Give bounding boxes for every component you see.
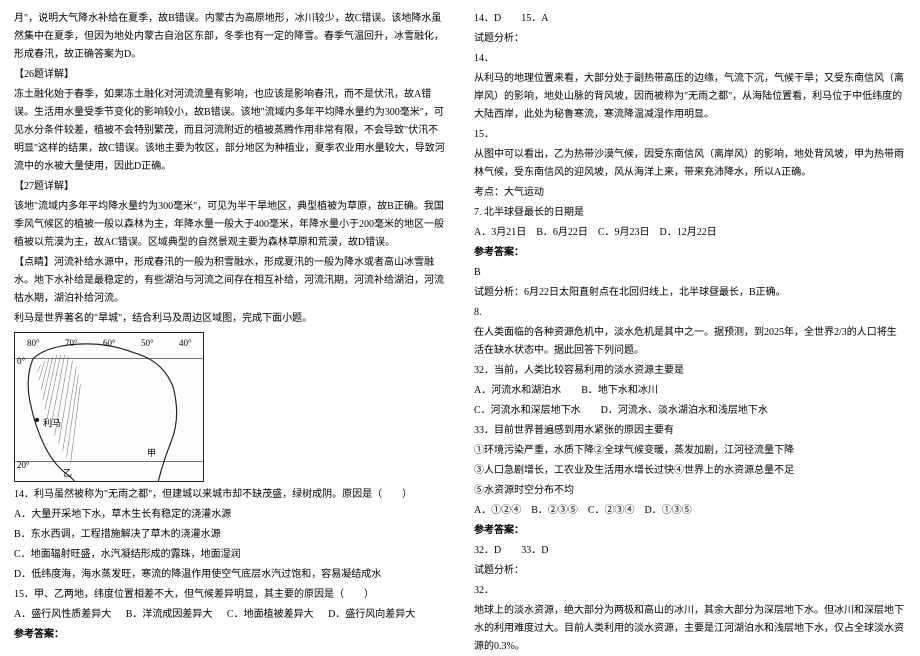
heading-26: 【26题详解】: [14, 66, 446, 84]
analysis-15: 从图中可以看出，乙为热带沙漠气候，因受东南信风（离岸风）的影响，地处背风坡，甲为…: [474, 146, 906, 182]
answer-heading-3: 参考答案：: [474, 522, 906, 540]
map-lat-0: 0°: [17, 353, 25, 369]
answer-heading-2: 参考答案：: [474, 244, 906, 262]
para-27: 该地"流域内多年平均降水量约为300毫米"，可见为半干旱地区，典型植被为草原，故…: [14, 198, 446, 252]
para-lima-intro: 利马是世界著名的"旱城"，结合利马及周边区域图，完成下面小题。: [14, 310, 446, 328]
q33-item-34: ③人口急剧增长，工农业及生活用水增长过快④世界上的水资源总量不足: [474, 462, 906, 480]
q33-stem: 33．目前世界普遍感到用水紧张的原因主要有: [474, 422, 906, 440]
map-lon-60: 60°: [103, 335, 116, 351]
q15-opt-b: B．洋流成因差异大: [126, 609, 213, 620]
answer-7: B: [474, 264, 906, 282]
heading-27: 【27题详解】: [14, 178, 446, 196]
q33-item-12: ①环境污染严重，水质下降②全球气候变暖，蒸发加剧，江河径流量下降: [474, 442, 906, 460]
para-tip: 【点睛】河流补给水源中，形成春汛的一般为积雪融水，形成夏汛的一般为降水或者高山冰…: [14, 254, 446, 308]
q32-opts-cd: C．河流水和深层地下水 D．河流水、淡水湖泊水和浅层地下水: [474, 402, 906, 420]
map-label-yi: 乙: [63, 465, 72, 481]
q14-stem: 14．利马虽然被称为"无雨之都"，但建城以来城市却不缺茂盛，绿树成阴。原因是（ …: [14, 486, 446, 504]
q14-opt-c: C．地面辐射旺盛，水汽凝结形成的露珠，地面湿润: [14, 546, 446, 564]
analysis-15-num: 15．: [474, 126, 906, 144]
q15-opts: A．盛行风性质差异大 B．洋流成因差异大 C．地面植被差异大 D．盛行风向差异大: [14, 606, 446, 624]
analysis-heading: 试题分析：: [474, 30, 906, 48]
q7-opts: A．3月21日 B．6月22日 C．9月23日 D．12月22日: [474, 224, 906, 242]
analysis-32-num: 32．: [474, 582, 906, 600]
q8-num: 8.: [474, 304, 906, 322]
para-intro-month: 月"，说明大气降水补给在夏季，故B错误。内蒙古为高原地形，冰川较少，故C错误。该…: [14, 10, 446, 64]
q14-opt-a: A．大量开采地下水，草木生长有稳定的浇灌水源: [14, 506, 446, 524]
q14-opt-b: B．东水西调，工程措施解决了草木的浇灌水源: [14, 526, 446, 544]
analysis-heading-2: 试题分析：: [474, 562, 906, 580]
q33-opts: A．①②④ B．②③⑤ C．②③④ D．①③⑤: [474, 502, 906, 520]
q32-stem: 32．当前，人类比较容易利用的淡水资源主要是: [474, 362, 906, 380]
map-lon-80: 80°: [27, 335, 40, 351]
topic-label: 考点：大气运动: [474, 184, 906, 202]
q33-item-5: ⑤水资源时空分布不均: [474, 482, 906, 500]
map-label-jia: 甲: [147, 445, 156, 461]
analysis-14-num: 14．: [474, 50, 906, 68]
q15-opt-d: D．盛行风向差异大: [328, 609, 415, 620]
map-lon-70: 70°: [65, 335, 78, 351]
analysis-32: 地球上的淡水资源，绝大部分为两极和高山的冰川，其余大部分为深层地下水。但冰川和深…: [474, 602, 906, 656]
q7-stem: 7. 北半球昼最长的日期是: [474, 204, 906, 222]
map-lat-20: 20°: [17, 457, 30, 473]
answer-14-15: 14．D 15．A: [474, 10, 906, 28]
q32-opts-ab: A．河流水和湖泊水 B．地下水和冰川: [474, 382, 906, 400]
q8-intro: 在人类面临的各种资源危机中，淡水危机是其中之一。据预测，到2025年，全世界2/…: [474, 324, 906, 360]
para-26: 冻土融化始于春季，如果冻土融化对河流流量有影响，也应该是影响春汛，而不是伏汛，故…: [14, 86, 446, 176]
q14-opt-d: D．低纬度海，海水蒸发旺，寒流的降温作用使空气底层水汽过饱和，容易凝结成水: [14, 566, 446, 584]
map-lima-region: 80° 70° 60° 50° 40° 0° 20° 利马 乙 甲: [14, 332, 204, 482]
answer-heading-1: 参考答案：: [14, 626, 446, 644]
q15-opt-c: C．地面植被差异大: [227, 609, 314, 620]
map-label-lima: 利马: [43, 415, 61, 431]
q15-stem: 15．甲、乙两地，纬度位置相差不大，但气候差异明显，其主要的原因是（ ）: [14, 586, 446, 604]
q15-opt-a: A．盛行风性质差异大: [14, 609, 111, 620]
answer-32-33: 32．D 33．D: [474, 542, 906, 560]
analysis-7: 试题分析：6月22日太阳直射点在北回归线上，北半球昼最长，B正确。: [474, 284, 906, 302]
map-lon-40: 40°: [179, 335, 192, 351]
map-lon-50: 50°: [141, 335, 154, 351]
analysis-14: 从利马的地理位置来看，大部分处于副热带高压的边缘，气流下沉，气候干旱；又受东南信…: [474, 70, 906, 124]
